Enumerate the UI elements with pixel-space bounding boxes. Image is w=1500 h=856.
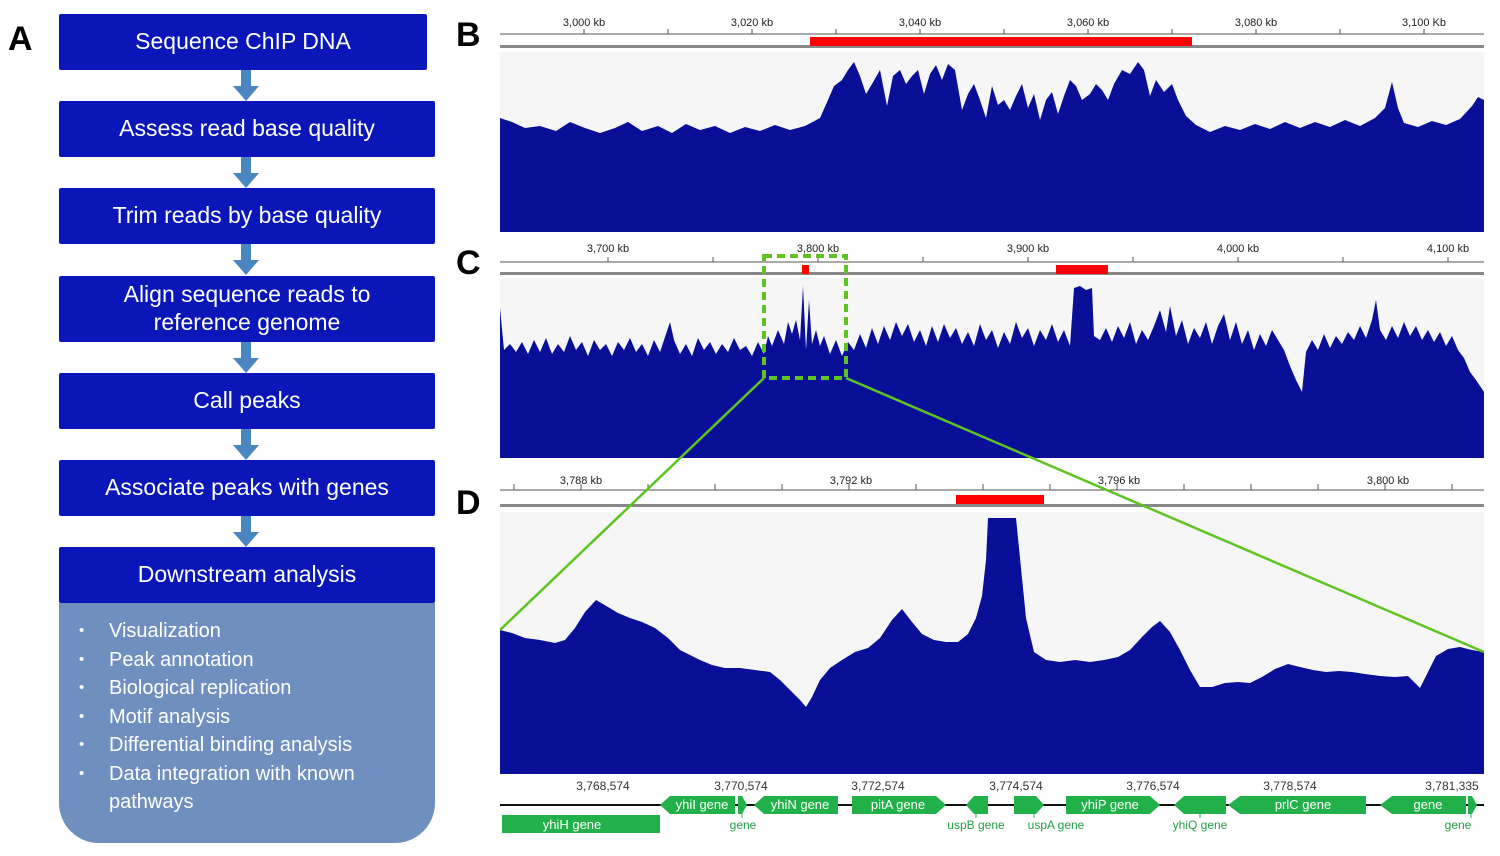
step-label: Downstream analysis [137, 561, 357, 588]
gene-label: yhiH gene [543, 817, 602, 832]
ruler-label: 4,000 kb [1217, 243, 1259, 255]
region-line [500, 272, 1484, 275]
gene-label: uspA gene [1028, 818, 1085, 832]
coverage-track [500, 62, 1484, 232]
peak-region-marker [1056, 265, 1108, 274]
list-item: Differential binding analysis [79, 731, 435, 760]
list-item: Visualization [79, 617, 435, 646]
gene-label: gene [730, 818, 757, 832]
panel-label-b: B [456, 16, 481, 54]
ruler-label: 3,796 kb [1098, 475, 1140, 487]
gene-coordinate: 3,774,574 [989, 779, 1043, 793]
step-associate-peaks: Associate peaks with genes [59, 460, 435, 516]
zoom-indicator [499, 254, 1485, 654]
step-label: Align sequence reads to reference genome [123, 281, 371, 335]
ruler-label: 3,800 kb [797, 243, 839, 255]
ruler-label: 3,020 kb [731, 17, 773, 29]
panel-label-a: A [8, 20, 33, 58]
step-align-reads: Align sequence reads to reference genome [59, 276, 435, 342]
zoom-connector-right [845, 376, 1485, 654]
down-arrow-icon [233, 516, 259, 547]
gene-coordinate: 3,776,574 [1126, 779, 1180, 793]
gene-label: yhiN gene [771, 797, 830, 812]
gene-feature [1468, 796, 1477, 814]
gene-label: yhiQ gene [1173, 818, 1228, 832]
list-item: Biological replication [79, 674, 435, 703]
step-assess-read-quality: Assess read base quality [59, 101, 435, 157]
gene-label: yhiI gene [676, 797, 729, 812]
zoom-connector-left [499, 377, 765, 631]
downstream-list: Visualization Peak annotation Biological… [59, 603, 435, 843]
region-line [500, 45, 1484, 48]
step-label: Call peaks [193, 387, 301, 414]
gene-label: uspB gene [947, 818, 1005, 832]
step-label: Sequence ChIP DNA [135, 28, 351, 55]
list-item: Peak annotation [79, 646, 435, 675]
peak-region-marker [956, 495, 1044, 504]
peak-region-marker [810, 37, 1192, 46]
track-d: 3,788 kb 3,792 kb 3,796 kb 3,800 kb [500, 470, 1486, 774]
gene-feature [660, 796, 735, 814]
ruler-label: 3,792 kb [830, 475, 872, 487]
gene-label: gene [1445, 818, 1472, 832]
gene-track: 3,768,574 3,770,574 3,772,574 3,774,574 … [500, 779, 1484, 833]
ruler-label: 3,900 kb [1007, 243, 1049, 255]
ruler-label: 3,800 kb [1367, 475, 1409, 487]
gene-coordinate: 3,768,574 [576, 779, 630, 793]
step-sequence-chip-dna: Sequence ChIP DNA [59, 14, 427, 70]
step-call-peaks: Call peaks [59, 373, 435, 429]
track-c: 3,700 kb 3,800 kb 3,900 kb 4,000 kb 4,10… [500, 240, 1486, 458]
panel-label-d: D [456, 484, 481, 522]
region-line [500, 504, 1484, 507]
ruler-label: 3,040 kb [899, 17, 941, 29]
step-label: Trim reads by base quality [112, 202, 382, 229]
down-arrow-icon [233, 70, 259, 101]
gene-feature [1228, 796, 1366, 814]
panel-label-c: C [456, 244, 481, 282]
down-arrow-icon [233, 429, 259, 460]
gene-feature [754, 796, 838, 814]
gene-feature [852, 796, 946, 814]
down-arrow-icon [233, 244, 259, 275]
ruler-label: 3,080 kb [1235, 17, 1277, 29]
ruler-label: 3,788 kb [560, 475, 602, 487]
step-trim-reads: Trim reads by base quality [59, 188, 435, 244]
step-downstream-analysis: Downstream analysis [59, 547, 435, 603]
gene-coordinate: 3,781,335 [1425, 779, 1479, 793]
gene-feature [966, 796, 988, 814]
zoom-region-box [762, 254, 848, 380]
gene-label: pitA gene [871, 797, 925, 812]
gene-feature [1380, 796, 1466, 814]
gene-label: gene [1414, 797, 1443, 812]
step-label: Associate peaks with genes [105, 474, 389, 501]
down-arrow-icon [233, 342, 259, 373]
ruler-label: 3,000 kb [563, 17, 605, 29]
coverage-track [500, 518, 1484, 774]
list-item: Motif analysis [79, 703, 435, 732]
gene-label: yhiP gene [1081, 797, 1139, 812]
gene-coordinate: 3,770,574 [714, 779, 768, 793]
gene-coordinate: 3,772,574 [851, 779, 905, 793]
step-label: Assess read base quality [119, 115, 375, 142]
list-item: Data integration with known pathways [79, 760, 435, 817]
ruler-label: 3,700 kb [587, 243, 629, 255]
track-b: 3,000 kb 3,020 kb 3,040 kb 3,060 kb 3,08… [500, 14, 1486, 232]
ruler-label: 3,100 Kb [1402, 17, 1446, 29]
down-arrow-icon [233, 157, 259, 188]
gene-coordinate: 3,778,574 [1263, 779, 1317, 793]
gene-feature [1066, 796, 1160, 814]
gene-feature [1174, 796, 1226, 814]
ruler-background [500, 240, 1486, 278]
coverage-track [500, 286, 1484, 458]
gene-label: prlC gene [1275, 797, 1331, 812]
gene-feature [502, 815, 660, 833]
ruler-label: 3,060 kb [1067, 17, 1109, 29]
ruler-label: 4,100 kb [1427, 243, 1469, 255]
peak-region-marker [802, 265, 809, 274]
gene-feature [738, 796, 747, 814]
gene-feature [1014, 796, 1044, 814]
